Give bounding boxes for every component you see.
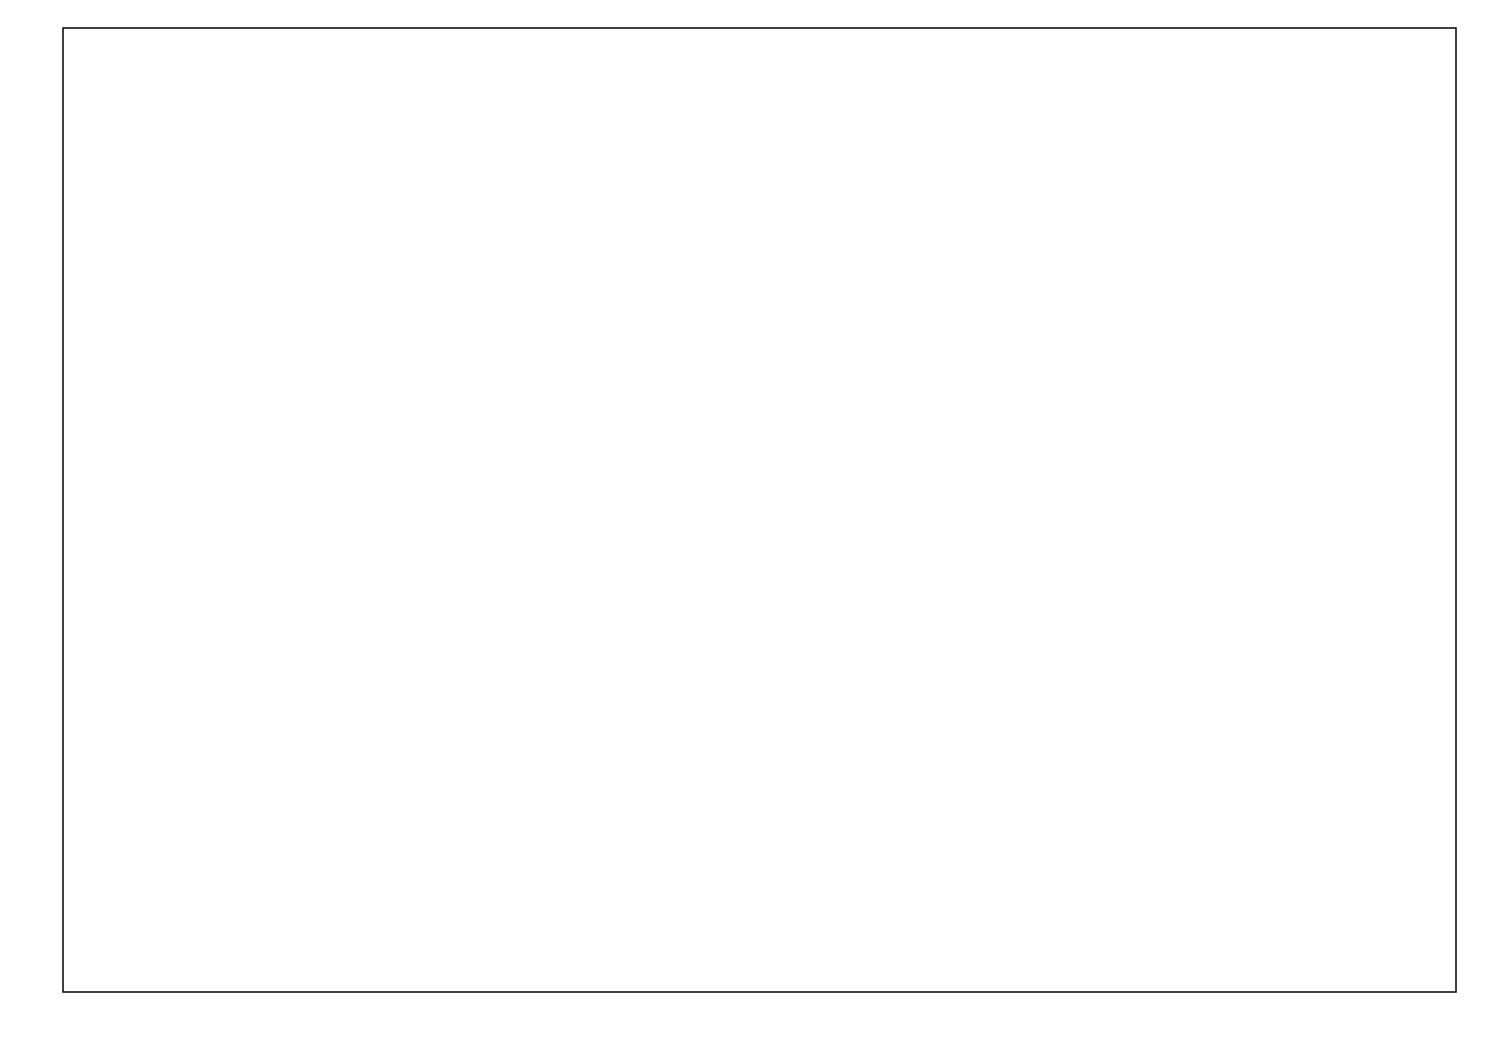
plot-frame — [62, 27, 1457, 993]
